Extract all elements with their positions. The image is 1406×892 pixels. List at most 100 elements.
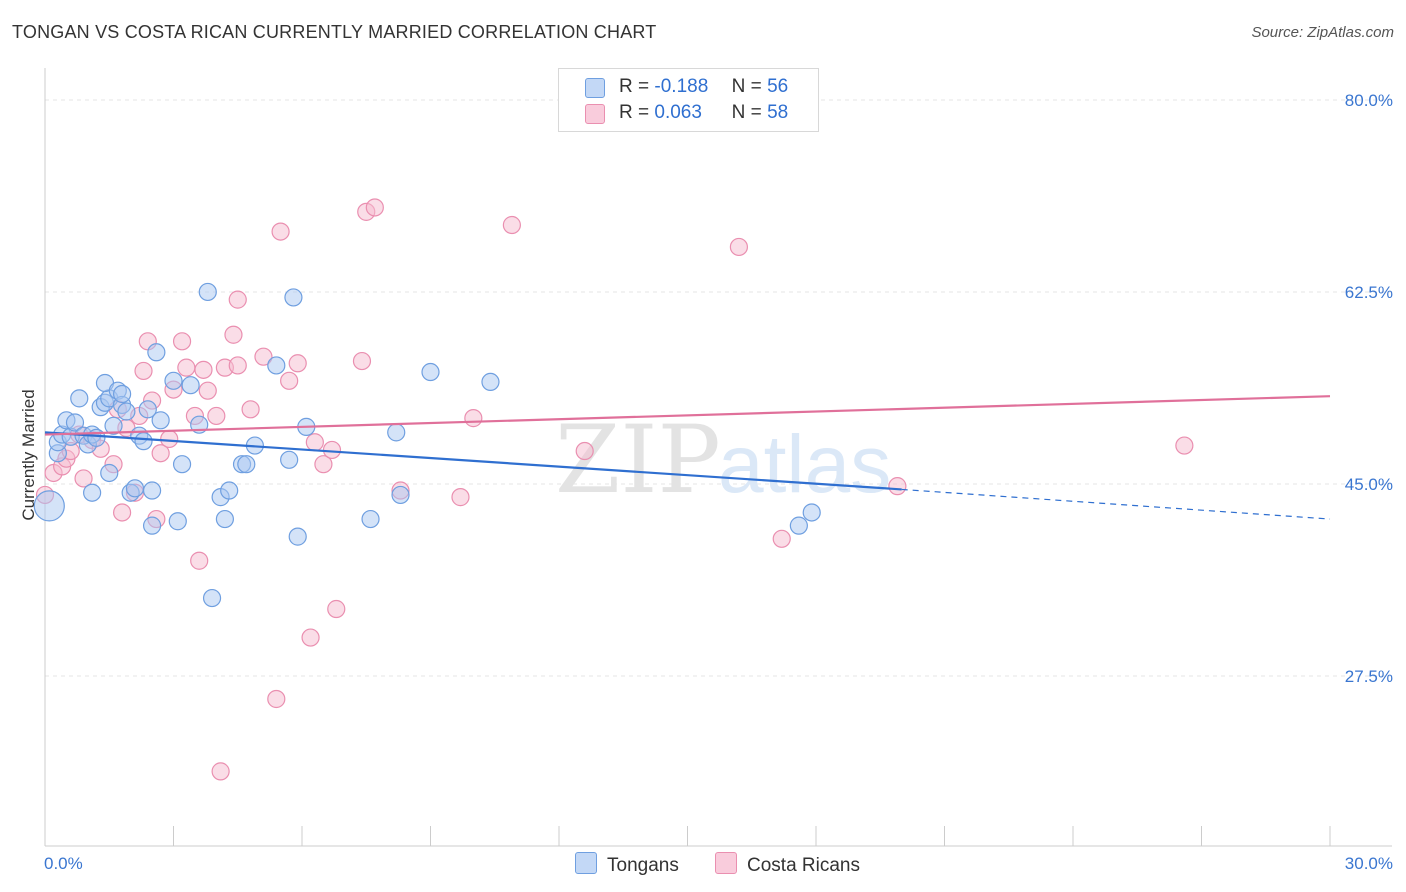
costa-rican-point (112, 503, 132, 522)
tongan-point (138, 400, 157, 419)
costa-rican-point (190, 551, 209, 570)
tongans-legend-label: Tongans (607, 855, 679, 876)
costa-rican-point (267, 689, 286, 709)
tongan-point (215, 509, 234, 529)
legend-n-value-tongans: 56 (767, 76, 789, 97)
legend-n-label: N = (731, 76, 762, 97)
correlation-legend: R = -0.188 N = 56 R = 0.063 N = 58 (558, 68, 819, 132)
costa-rican-point (352, 351, 372, 371)
tongan-point (237, 455, 256, 474)
trend-lines (44, 395, 1331, 520)
costa-rican-point (198, 381, 217, 400)
costa-rican-point (888, 477, 907, 496)
legend-r-label: R = (619, 76, 650, 97)
tongan-point (284, 288, 303, 307)
legend-n-value-costa-ricans: 58 (767, 102, 789, 123)
watermark-zip: ZIP (555, 406, 721, 515)
tongan-point (387, 423, 406, 442)
tick-labels: 80.0% 62.5% 45.0% 27.5% 0.0% 30.0% (44, 91, 1393, 873)
costa-rican-point (207, 406, 226, 426)
tongan-point (202, 588, 222, 608)
tongan-point (198, 282, 217, 302)
tongan-point (168, 512, 187, 531)
costa-rican-point (177, 358, 196, 377)
tongan-point (65, 413, 85, 432)
tongan-point (220, 481, 239, 500)
costa-rican-point (1175, 436, 1194, 455)
tongan-point (33, 490, 65, 522)
costa-ricans-legend-label: Costa Ricans (747, 855, 860, 876)
costa-rican-point (288, 354, 307, 373)
x-tick-label: 30.0% (1345, 854, 1393, 873)
chart-title: TONGAN VS COSTA RICAN CURRENTLY MARRIED … (12, 22, 657, 42)
y-tick-label: 45.0% (1345, 475, 1393, 494)
source-label: Source: ZipAtlas.com (1251, 24, 1394, 41)
axes (44, 68, 1392, 847)
costa-rican-point (151, 444, 170, 463)
tongan-point (361, 509, 380, 529)
y-tick-label: 62.5% (1345, 283, 1393, 302)
costa-rican-point (134, 361, 153, 381)
tongan-point (83, 483, 102, 502)
watermark-atlas: atlas (718, 419, 891, 510)
costa-rican-point (224, 325, 243, 344)
costa-rican-point (194, 360, 213, 379)
costa-rican-point (280, 371, 299, 390)
costa-rican-point (322, 440, 342, 460)
costa-ricans-swatch (585, 104, 605, 124)
costa-rican-point (314, 455, 333, 474)
tongan-point (481, 372, 500, 392)
tongan-point (100, 463, 119, 483)
tongans-points (33, 282, 821, 608)
costa-rican-point (575, 441, 594, 461)
costa-rican-point (228, 290, 247, 309)
y-tick-label: 27.5% (1345, 667, 1393, 686)
costa-rican-point (254, 347, 273, 366)
costa-rican-point (327, 599, 346, 619)
costa-rican-point (241, 400, 260, 419)
legend-r-label: R = (619, 102, 650, 123)
costa-ricans-trend-line (44, 395, 1331, 436)
tongans-legend-swatch (575, 852, 597, 874)
costa-rican-point (228, 356, 247, 375)
tongan-point (147, 343, 166, 362)
grid-lines (45, 99, 1392, 677)
tongan-point (421, 362, 440, 382)
tongan-point (125, 479, 145, 498)
tongan-point (151, 411, 170, 430)
tongans-trend-line (44, 431, 902, 491)
costa-rican-point (160, 429, 179, 449)
y-axis-label: Currently Married (19, 389, 38, 520)
costa-rican-point (729, 237, 749, 257)
costa-rican-point (271, 222, 290, 241)
legend-r-value-costa-ricans: 0.063 (654, 102, 702, 123)
bottom-legend-costa-ricans: Costa Ricans (715, 852, 860, 876)
x-tick-label: 0.0% (44, 854, 83, 873)
tongan-point (280, 450, 299, 469)
costa-rican-point (464, 409, 483, 428)
costa-rican-point (74, 469, 93, 488)
costa-rican-point (365, 198, 384, 217)
tongans-trend-extension (901, 488, 1331, 520)
tongan-point (117, 402, 136, 421)
tongans-swatch (585, 78, 605, 98)
costa-rican-point (172, 332, 192, 351)
tongan-point (172, 455, 192, 474)
costa-rican-point (451, 488, 470, 507)
costa-rican-point (305, 433, 324, 452)
legend-r-value-tongans: -0.188 (654, 76, 709, 97)
tongan-point (164, 371, 183, 390)
costa-rican-point (211, 762, 230, 781)
tongan-point (112, 384, 132, 404)
tongan-point (181, 376, 200, 395)
tongan-point (267, 356, 286, 375)
costa-rican-point (502, 215, 521, 235)
costa-rican-point (301, 628, 320, 647)
tongan-point (104, 416, 123, 435)
legend-n-label: N = (731, 102, 762, 123)
tongan-point (789, 516, 808, 535)
tongan-point (288, 527, 307, 546)
bottom-legend-tongans: Tongans (575, 852, 679, 876)
costa-rican-point (772, 529, 791, 548)
